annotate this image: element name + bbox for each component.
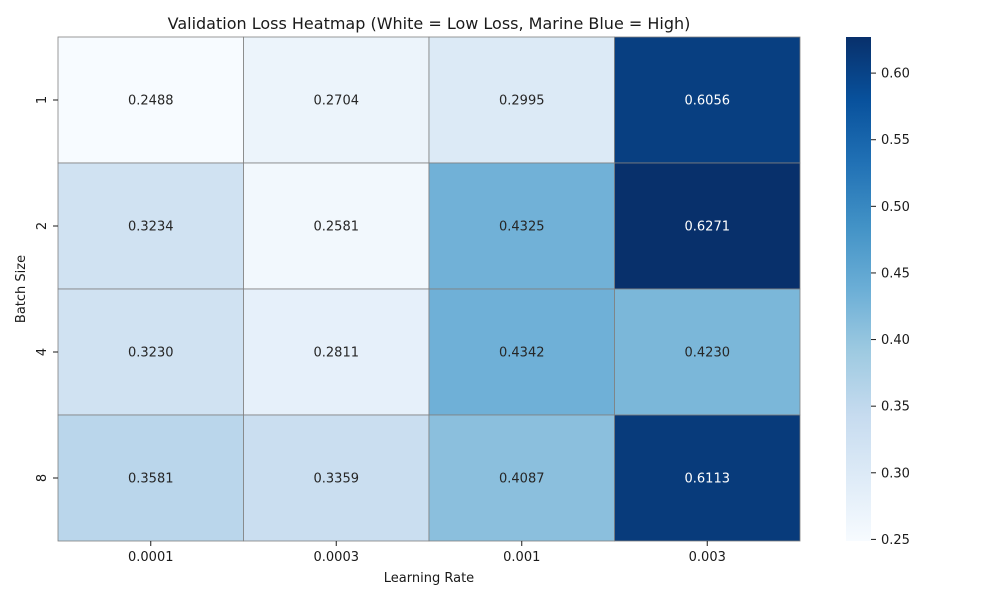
colorbar-tick-label: 0.50: [881, 200, 910, 215]
cell-value-label: 0.4087: [499, 472, 545, 487]
heatmap-cell-1-0.0001: [57, 36, 244, 164]
cell-value-label: 0.4325: [499, 220, 545, 235]
colorbar-tick-label: 0.40: [881, 333, 910, 348]
x-tick-label: 0.001: [503, 550, 540, 565]
colorbar-ticks: 0.25 0.30 0.35 0.40 0.45 0.50 0.55 0.60: [871, 67, 910, 548]
colorbar-tick-label: 0.35: [881, 400, 910, 415]
cell-value-label: 0.3230: [128, 346, 174, 361]
cell-value-label: 0.2704: [314, 94, 360, 109]
cell-value-label: 0.2488: [128, 94, 174, 109]
y-tick-label: 1: [35, 96, 50, 104]
chart-title: Validation Loss Heatmap (White = Low Los…: [168, 14, 691, 33]
cell-value-label: 0.2581: [314, 220, 360, 235]
heatmap-cell-2-0.0001: [57, 162, 244, 290]
heatmap-cell-2-0.003: [614, 162, 801, 290]
heatmap-cell-1-0.0003: [243, 36, 430, 164]
y-tick-label: 2: [35, 222, 50, 230]
y-tick-label: 4: [35, 348, 50, 356]
heatmap-cell-8-0.003: [614, 414, 801, 542]
cell-value-label: 0.6271: [685, 220, 731, 235]
heatmap-cell-4-0.003: [614, 288, 801, 416]
cell-value-label: 0.3359: [314, 472, 360, 487]
cell-value-label: 0.3581: [128, 472, 174, 487]
colorbar-tick-label: 0.60: [881, 67, 910, 82]
y-tick-label: 8: [35, 474, 50, 482]
colorbar-tick-label: 0.55: [881, 133, 910, 148]
colorbar: [846, 37, 871, 541]
heatmap-cell-8-0.001: [428, 414, 615, 542]
heatmap-cell-1-0.003: [614, 36, 801, 164]
heatmap-cell-8-0.0001: [57, 414, 244, 542]
cell-value-labels: 0.2488 0.2704 0.2995 0.6056 0.3234 0.2581 0.43…: [128, 94, 730, 487]
cell-value-label: 0.2811: [314, 346, 360, 361]
cell-value-label: 0.6056: [685, 94, 731, 109]
x-tick-label: 0.0001: [128, 550, 174, 565]
x-tick-label: 0.003: [689, 550, 726, 565]
y-axis-label: Batch Size: [14, 255, 29, 323]
y-axis-ticks: 1 2 4 8: [35, 96, 58, 482]
cell-value-label: 0.3234: [128, 220, 174, 235]
heatmap-cells: [57, 36, 801, 542]
cell-value-label: 0.2995: [499, 94, 545, 109]
heatmap-cell-2-0.001: [428, 162, 615, 290]
colorbar-tick-label: 0.30: [881, 466, 910, 481]
heatmap-cell-1-0.001: [428, 36, 615, 164]
x-axis-label: Learning Rate: [384, 571, 474, 586]
cell-value-label: 0.4342: [499, 346, 545, 361]
heatmap-cell-2-0.0003: [243, 162, 430, 290]
heatmap-cell-4-0.0003: [243, 288, 430, 416]
heatmap-cell-8-0.0003: [243, 414, 430, 542]
colorbar-tick-label: 0.25: [881, 533, 910, 548]
colorbar-tick-label: 0.45: [881, 266, 910, 281]
cell-value-label: 0.6113: [685, 472, 731, 487]
x-axis-ticks: 0.0001 0.0003 0.001 0.003: [128, 541, 726, 565]
x-tick-label: 0.0003: [314, 550, 360, 565]
cell-value-label: 0.4230: [685, 346, 731, 361]
